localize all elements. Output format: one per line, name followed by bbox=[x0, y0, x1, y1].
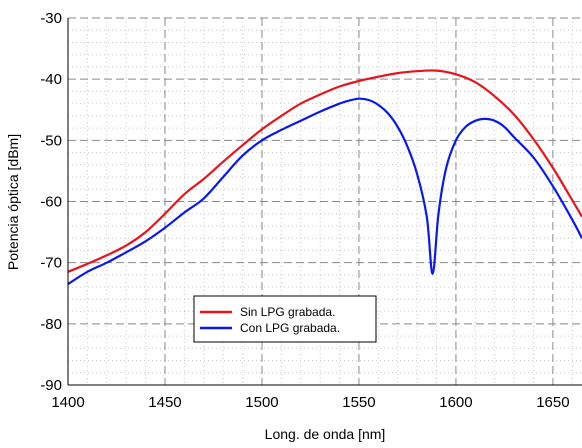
series-layer bbox=[67, 69, 582, 286]
legend: Sin LPG grabada. Con LPG grabada. bbox=[193, 295, 377, 343]
y-tick-labels: -90 -80 -70 -60 -50 -40 -30 bbox=[40, 10, 62, 394]
y-tick-label: -80 bbox=[40, 316, 62, 333]
x-tick-label: 1450 bbox=[148, 394, 181, 411]
x-tick-label: 1550 bbox=[342, 394, 375, 411]
x-axis-title: Long. de onda [nm] bbox=[265, 426, 386, 442]
series-line-con-lpg bbox=[67, 97, 582, 286]
x-tick-label: 1500 bbox=[245, 394, 278, 411]
y-tick-label: -30 bbox=[40, 10, 62, 27]
y-tick-label: -40 bbox=[40, 71, 62, 88]
legend-label-con-lpg: Con LPG grabada. bbox=[240, 321, 340, 335]
y-tick-label: -70 bbox=[40, 255, 62, 272]
series-line-sin-lpg bbox=[67, 69, 582, 273]
legend-label-sin-lpg: Sin LPG grabada. bbox=[240, 305, 335, 319]
y-tick-label: -90 bbox=[40, 377, 62, 394]
x-tick-label: 1400 bbox=[51, 394, 84, 411]
y-tick-label: -50 bbox=[40, 132, 62, 149]
y-tick-label: -60 bbox=[40, 194, 62, 211]
y-axis-title: Potencia óptica [dBm] bbox=[5, 134, 21, 270]
x-tick-labels: 1400 1450 1500 1550 1600 1650 bbox=[51, 394, 569, 411]
x-tick-label: 1600 bbox=[439, 394, 472, 411]
legend-box bbox=[193, 295, 377, 343]
x-tick-label: 1650 bbox=[536, 394, 569, 411]
